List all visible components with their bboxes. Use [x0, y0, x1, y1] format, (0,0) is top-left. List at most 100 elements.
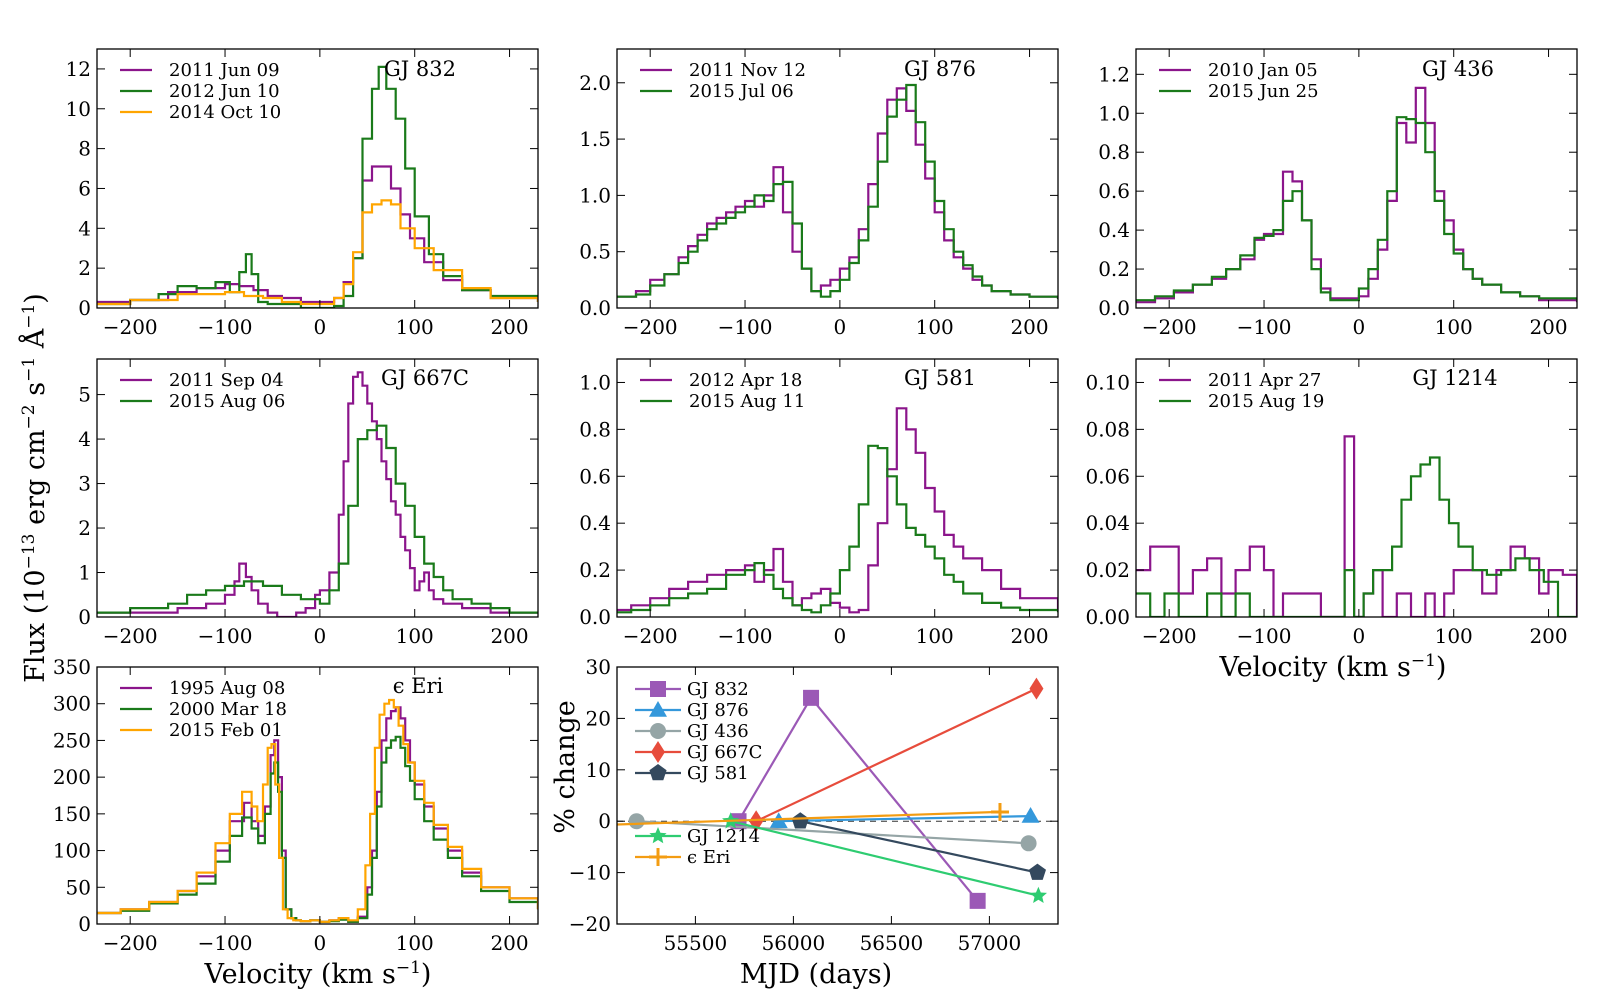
- legend-marker: [649, 848, 667, 866]
- series-line-gj436-1: [1136, 116, 1577, 302]
- plot-area: [1136, 86, 1577, 304]
- x-tick-label: 200: [1010, 315, 1048, 339]
- x-tick-label: −100: [1237, 315, 1292, 339]
- xlabel-velocity-right: Velocity (km s−1): [1219, 651, 1447, 683]
- y-tick-label: 10: [586, 758, 611, 782]
- plot-area: [97, 698, 538, 923]
- y-tick-label: 12: [66, 57, 91, 81]
- x-tick-label: −100: [718, 315, 773, 339]
- legend-marker: [649, 701, 667, 717]
- y-tick-label: 0.2: [1098, 257, 1130, 281]
- series-line-gj1214-1: [1136, 456, 1577, 617]
- x-tick-label: 200: [490, 624, 528, 648]
- panel-gj581: −200 −100 0 100 200 0.0 0.2 0.4 0.6 0.8 1.0 GJ 581 2…: [579, 358, 1059, 648]
- data-point-mjd-1-1: [1021, 807, 1040, 823]
- x-tick-label: 200: [1529, 315, 1567, 339]
- y-tick-label: 4: [78, 216, 91, 240]
- y-tick-label: 150: [53, 802, 91, 826]
- series-line-epseri-2: [97, 698, 538, 923]
- y-tick-label: 0.2: [579, 558, 611, 582]
- ylabel-part: Flux (10: [20, 569, 51, 682]
- series-line-gj436-0: [1136, 86, 1577, 304]
- legend-label: 2012 Jun 10: [169, 81, 280, 102]
- y-tick-label: 1: [78, 561, 91, 585]
- y-tick-label: 4: [78, 427, 91, 451]
- x-tick-label: 0: [314, 931, 327, 955]
- x-tick-label: 0: [1353, 315, 1366, 339]
- ylabel-part: s: [20, 382, 51, 404]
- y-tick-label: 0.00: [1085, 605, 1130, 629]
- legend-label: 2011 Nov 12: [689, 60, 806, 81]
- x-tick-label: 100: [396, 931, 434, 955]
- legend-label: 1995 Aug 08: [169, 678, 285, 699]
- y-tick-label: 100: [53, 839, 91, 863]
- series-line-mjd-2: [636, 820, 1029, 845]
- series-line-gj832-1: [97, 65, 538, 308]
- x-tick-label: 0: [314, 624, 327, 648]
- y-tick-label: 0: [78, 605, 91, 629]
- series-line-gj876-0: [617, 87, 1058, 299]
- legend-label: 2000 Mar 18: [169, 699, 287, 720]
- legend-label: 2011 Jun 09: [169, 60, 280, 81]
- y-tick-label: 1.0: [579, 370, 611, 394]
- x-tick-label: −200: [1142, 315, 1197, 339]
- y-tick-label: 0.04: [1085, 511, 1130, 535]
- x-tick-label: 55500: [664, 931, 728, 955]
- panel-epseri: −200 −100 0 100 200 0 50 100 150 200 250 300 350 ϵ Er…: [53, 655, 539, 955]
- data-point-mjd-0-2: [969, 892, 986, 909]
- series-line-mjd-1: [778, 815, 1031, 823]
- xlabel-part: ): [421, 959, 432, 990]
- axes-frame: [616, 358, 1059, 618]
- y-tick-label: 0.10: [1085, 370, 1130, 394]
- series-line-gj1214-0: [1136, 435, 1577, 617]
- ylabel-part: Å: [18, 328, 51, 357]
- legend-label: GJ 832: [687, 679, 749, 700]
- x-tick-label: 200: [490, 315, 528, 339]
- x-tick-label: 0: [834, 624, 847, 648]
- panel-gj1214: −200 −100 0 100 200 0.00 0.02 0.04 0.06 0.08 0.10 G…: [1085, 358, 1578, 648]
- y-tick-label: 0.8: [579, 417, 611, 441]
- legend-label: 2012 Apr 18: [689, 370, 802, 391]
- y-tick-label: 250: [53, 728, 91, 752]
- x-tick-label: −100: [1237, 624, 1292, 648]
- x-tick-label: −200: [103, 624, 158, 648]
- mjd-xlabel: MJD (days): [740, 959, 892, 990]
- series-line-gj581-0: [617, 407, 1058, 614]
- ylabel-sup: −13: [19, 533, 39, 569]
- legend-label: GJ 581: [687, 763, 749, 784]
- panel-title: GJ 581: [904, 366, 976, 390]
- y-tick-label: 0.08: [1085, 417, 1130, 441]
- xlabel-sup: −1: [396, 958, 421, 978]
- y-tick-label: 1.0: [579, 183, 611, 207]
- xlabel-sup: −1: [1411, 651, 1436, 671]
- legend-label: 2011 Sep 04: [169, 370, 284, 391]
- y-tick-label: 0.4: [579, 511, 611, 535]
- y-tick-label: 50: [66, 875, 91, 899]
- legend-label: 2015 Aug 19: [1208, 391, 1324, 412]
- panel-title: GJ 876: [904, 57, 976, 81]
- x-tick-label: 200: [1010, 624, 1048, 648]
- data-point-mjd-2-0: [628, 813, 645, 830]
- y-tick-label: 0.6: [579, 464, 611, 488]
- legend-label: GJ 436: [687, 721, 749, 742]
- x-tick-label: −200: [103, 931, 158, 955]
- x-tick-label: 100: [1435, 315, 1473, 339]
- y-tick-label: 2: [78, 256, 91, 280]
- ylabel-part: erg cm: [20, 429, 51, 533]
- y-tick-label: 200: [53, 765, 91, 789]
- x-tick-label: −100: [198, 624, 253, 648]
- x-tick-label: −200: [623, 315, 678, 339]
- series-line-epseri-1: [97, 735, 538, 923]
- x-tick-label: 0: [314, 315, 327, 339]
- x-tick-label: 100: [916, 315, 954, 339]
- y-tick-label: 0: [598, 809, 611, 833]
- axes-frame: [616, 48, 1059, 309]
- panel-gj832: −200 −100 0 100 200 0 2 4 6 8 10 12 GJ 832 2011 Jun 0…: [66, 48, 539, 339]
- data-point-mjd-4-1: [1028, 863, 1046, 880]
- x-tick-label: 57000: [958, 931, 1022, 955]
- y-tick-label: 0.6: [1098, 179, 1130, 203]
- series-line-mjd-5: [730, 820, 1039, 897]
- x-tick-label: −100: [198, 315, 253, 339]
- y-tick-label: 0.0: [579, 605, 611, 629]
- legend-marker: [651, 741, 665, 763]
